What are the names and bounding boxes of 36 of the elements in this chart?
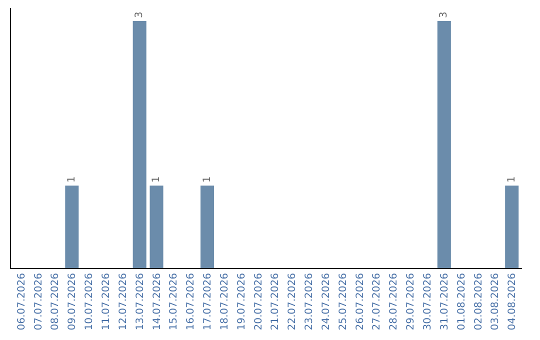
x-tick-label: 02.08.2026 xyxy=(473,273,484,330)
x-tick-label: 23.07.2026 xyxy=(304,273,316,330)
x-tick-label: 17.07.2026 xyxy=(202,273,214,330)
x-tick-label: 19.07.2026 xyxy=(236,273,248,330)
x-tick-label: 13.07.2026 xyxy=(134,273,146,330)
x-tick-label: 11.07.2026 xyxy=(101,273,112,330)
x-tick-label: 03.08.2026 xyxy=(490,273,502,330)
x-tick-label: 27.07.2026 xyxy=(372,273,383,330)
x-tick-label: 29.07.2026 xyxy=(406,273,417,330)
x-tick-label: 08.07.2026 xyxy=(50,273,62,330)
x-tick-label: 10.07.2026 xyxy=(84,273,96,330)
x-tick-label: 30.07.2026 xyxy=(422,273,434,330)
x-tick-label: 20.07.2026 xyxy=(253,273,264,330)
x-tick-label: 07.07.2026 xyxy=(33,273,44,330)
data-label: 1 xyxy=(202,176,213,183)
x-tick-label: 09.07.2026 xyxy=(67,273,78,330)
x-tick-label: 22.07.2026 xyxy=(287,273,298,330)
x-tick-label: 06.07.2026 xyxy=(16,273,28,330)
data-label: 1 xyxy=(506,176,518,183)
x-tick-label: 25.07.2026 xyxy=(338,273,349,330)
x-tick-label: 28.07.2026 xyxy=(388,273,400,330)
data-label: 1 xyxy=(66,176,78,183)
x-tick-label: 24.07.2026 xyxy=(320,273,332,330)
x-tick-label: 12.07.2026 xyxy=(118,273,129,330)
data-label: 3 xyxy=(134,12,146,18)
x-tick-label: 15.07.2026 xyxy=(168,273,180,330)
x-tick-label: 04.08.2026 xyxy=(507,273,518,330)
data-label: 3 xyxy=(438,12,450,18)
x-tick-label: 14.07.2026 xyxy=(152,273,163,330)
x-tick-label: 26.07.2026 xyxy=(354,273,366,330)
x-tick-label: 21.07.2026 xyxy=(270,273,282,330)
x-tick-label: 31.07.2026 xyxy=(439,273,450,330)
x-tick-label: 18.07.2026 xyxy=(219,273,230,330)
x-tick-label: 16.07.2026 xyxy=(186,273,197,330)
x-tick-label: 01.08.2026 xyxy=(456,273,468,330)
data-label: 1 xyxy=(151,176,162,183)
